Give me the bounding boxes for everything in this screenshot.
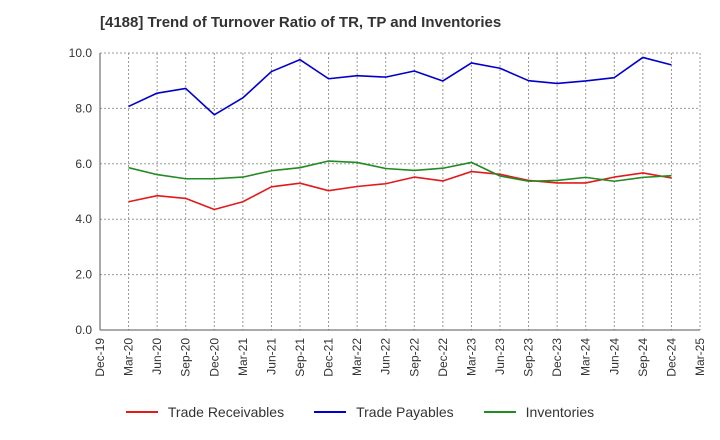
y-tick-label: 10.0 <box>69 46 93 60</box>
x-tick-label: Sep-24 <box>636 338 650 377</box>
x-tick-label: Sep-22 <box>407 338 421 377</box>
x-tick-label: Jun-24 <box>607 338 621 375</box>
line-chart: 0.0 2.0 4.0 6.0 8.0 10.0 Dec-19 Mar-20 Jun-20 Se… <box>69 46 707 377</box>
x-tick-label: Dec-23 <box>550 338 564 377</box>
legend-label: Trade Payables <box>356 404 454 420</box>
legend-label: Trade Receivables <box>167 404 285 420</box>
x-tick-label: Mar-24 <box>579 338 593 376</box>
x-tick-label: Jun-20 <box>150 338 164 375</box>
x-tick-label: Dec-22 <box>436 338 450 377</box>
x-tick-label: Jun-21 <box>264 338 278 375</box>
x-tick-label: Sep-21 <box>293 338 307 377</box>
x-tick-label: Dec-21 <box>322 338 336 377</box>
x-tick-label: Dec-19 <box>93 338 107 377</box>
x-tick-label: Mar-25 <box>693 338 707 376</box>
x-tick-label: Dec-24 <box>664 338 678 377</box>
series-lines <box>128 56 672 211</box>
y-tick-label: 6.0 <box>75 157 92 171</box>
x-tick-label: Dec-20 <box>207 338 221 377</box>
legend: Trade Receivables Trade Payables Inventori… <box>0 404 720 420</box>
x-tick-label: Mar-21 <box>236 338 250 376</box>
y-tick-label: 8.0 <box>75 101 92 115</box>
x-tick-label: Mar-23 <box>464 338 478 376</box>
trade-payables-line <box>128 56 672 116</box>
x-tick-labels: Dec-19 Mar-20 Jun-20 Sep-20 Dec-20 Mar-21 Jun-… <box>93 338 707 377</box>
trade-receivables-line <box>128 170 672 211</box>
chart-title: [4188] Trend of Turnover Ratio of TR, TP… <box>100 14 502 31</box>
y-tick-labels: 0.0 2.0 4.0 6.0 8.0 10.0 <box>69 46 93 337</box>
x-tick-label: Jun-22 <box>379 338 393 375</box>
y-tick-label: 4.0 <box>75 212 92 226</box>
x-tick-label: Jun-23 <box>493 338 507 375</box>
grid-lines <box>99 52 701 331</box>
legend-swatch <box>483 411 516 413</box>
axes <box>99 53 700 331</box>
y-tick-label: 0.0 <box>75 323 92 337</box>
x-tick-label: Mar-20 <box>122 338 136 376</box>
legend-swatch <box>125 411 158 413</box>
legend-label: Inventories <box>525 404 595 420</box>
legend-item-trade-receivables: Trade Receivables <box>125 404 285 420</box>
legend-swatch <box>314 411 347 413</box>
x-tick-label: Sep-23 <box>522 338 536 377</box>
y-tick-label: 2.0 <box>75 268 92 282</box>
inventories-line <box>128 160 672 183</box>
x-tick-label: Mar-22 <box>350 338 364 376</box>
legend-item-trade-payables: Trade Payables <box>314 404 454 420</box>
x-tick-label: Sep-20 <box>179 338 193 377</box>
legend-item-inventories: Inventories <box>483 404 595 420</box>
